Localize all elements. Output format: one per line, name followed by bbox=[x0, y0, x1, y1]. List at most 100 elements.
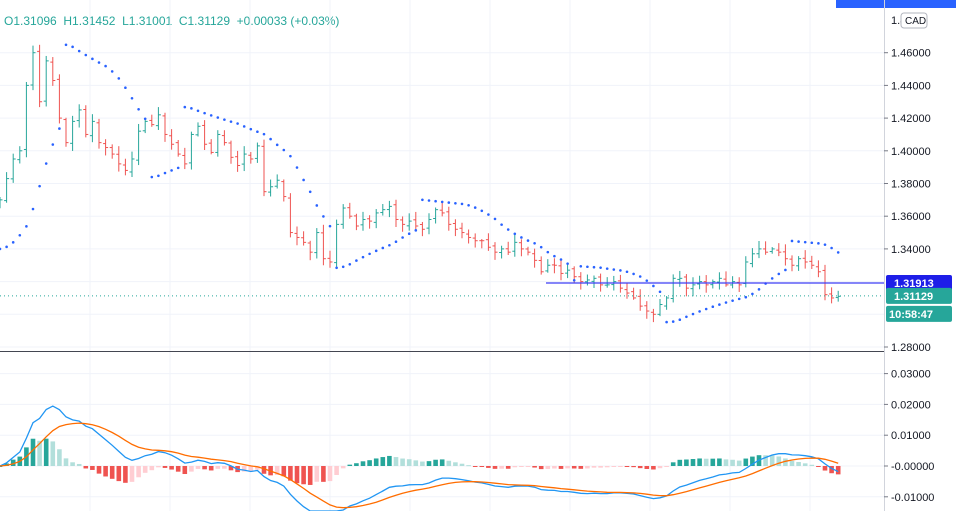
sar-dot-124 bbox=[817, 242, 820, 245]
sar-dot-40 bbox=[262, 132, 266, 136]
sar-dot-25 bbox=[163, 171, 167, 175]
macd-hist-bar-67 bbox=[439, 459, 445, 466]
sar-dot-85 bbox=[559, 258, 563, 261]
macd-hist-bar-40 bbox=[261, 466, 267, 474]
macd-tick-label-3: -0.00000 bbox=[891, 461, 934, 473]
macd-hist-bar-83 bbox=[545, 466, 551, 469]
macd-hist-bar-51 bbox=[334, 466, 339, 475]
sar-dot-84 bbox=[553, 254, 556, 258]
sar-dot-71 bbox=[467, 203, 470, 207]
macd-hist-bar-75 bbox=[492, 466, 498, 469]
price-tick-label-0: 1.46000 bbox=[891, 48, 931, 60]
macd-hist-bar-15 bbox=[96, 466, 102, 474]
sar-dot-114 bbox=[751, 292, 754, 296]
price-axis[interactable]: 1.46000 1.44000 1.42000 1.40000 1.38000 1.360… bbox=[884, 0, 934, 511]
low-value: L1.31001 bbox=[122, 14, 173, 28]
parabolic-sar-series bbox=[0, 43, 840, 324]
macd-hist-bar-68 bbox=[446, 460, 452, 466]
price-tick-label-6: 1.34000 bbox=[891, 244, 931, 256]
macd-hist-bar-81 bbox=[532, 466, 537, 468]
macd-hist-bar-120 bbox=[789, 460, 795, 466]
sar-dot-101 bbox=[665, 320, 668, 324]
sar-dot-121 bbox=[797, 240, 800, 243]
sar-dot-74 bbox=[487, 213, 490, 216]
sar-dot-38 bbox=[249, 127, 253, 131]
sar-dot-44 bbox=[289, 154, 292, 158]
macd-hist-bar-107 bbox=[703, 458, 709, 466]
sar-dot-104 bbox=[685, 315, 688, 319]
macd-hist-bar-2 bbox=[10, 459, 16, 466]
macd-hist-bar-53 bbox=[347, 464, 353, 466]
sar-dot-61 bbox=[401, 236, 404, 239]
macd-hist-bar-80 bbox=[525, 466, 531, 467]
macd-hist-bar-104 bbox=[684, 459, 689, 466]
sar-dot-126 bbox=[830, 246, 833, 250]
sar-dot-4 bbox=[25, 225, 28, 228]
sar-dot-8 bbox=[51, 143, 55, 146]
sar-dot-32 bbox=[209, 114, 213, 117]
macd-hist-bar-98 bbox=[644, 466, 650, 469]
sar-dot-67 bbox=[440, 200, 444, 204]
sar-dot-12 bbox=[77, 49, 81, 53]
sar-dot-47 bbox=[308, 190, 312, 194]
sar-dot-120 bbox=[790, 239, 794, 243]
grid-lines bbox=[0, 0, 884, 511]
macd-hist-bar-39 bbox=[255, 466, 260, 470]
macd-hist-bar-11 bbox=[70, 462, 75, 466]
hline-price-badge bbox=[886, 275, 952, 292]
currency-badge-box bbox=[900, 12, 928, 29]
macd-hist-bar-74 bbox=[486, 466, 491, 468]
macd-hist-bar-88 bbox=[578, 466, 584, 469]
sar-dot-97 bbox=[638, 275, 642, 278]
price-tick-label-4: 1.38000 bbox=[891, 179, 931, 191]
sar-dot-14 bbox=[91, 57, 94, 61]
price-panel bbox=[0, 44, 884, 323]
sar-dot-93 bbox=[612, 268, 616, 271]
sar-dot-13 bbox=[84, 53, 88, 57]
sar-dot-37 bbox=[242, 125, 246, 128]
macd-hist-bar-35 bbox=[228, 466, 234, 471]
sar-dot-0 bbox=[0, 247, 2, 251]
sar-dot-16 bbox=[104, 64, 107, 68]
macd-hist-bar-125 bbox=[822, 466, 828, 471]
sar-dot-11 bbox=[71, 45, 74, 49]
macd-hist-bar-29 bbox=[189, 466, 194, 472]
hline-price-badge-label: 1.31913 bbox=[894, 278, 934, 290]
sar-dot-106 bbox=[698, 310, 701, 313]
sar-dot-65 bbox=[427, 199, 431, 202]
macd-hist-bar-72 bbox=[472, 466, 478, 467]
sar-dot-113 bbox=[744, 295, 748, 299]
macd-hist-bar-47 bbox=[307, 466, 313, 485]
sar-dot-55 bbox=[361, 255, 365, 259]
sar-dot-91 bbox=[599, 266, 602, 269]
macd-hist-bar-114 bbox=[750, 456, 755, 466]
sar-dot-46 bbox=[302, 178, 305, 182]
sar-dot-50 bbox=[328, 224, 332, 228]
sar-dot-103 bbox=[678, 318, 682, 321]
sar-dot-18 bbox=[117, 77, 121, 80]
macd-hist-bar-43 bbox=[281, 466, 287, 477]
macd-hist-bar-77 bbox=[505, 466, 511, 469]
sar-dot-31 bbox=[203, 111, 206, 115]
macd-hist-bar-84 bbox=[552, 466, 557, 469]
macd-hist-bar-57 bbox=[373, 458, 379, 466]
macd-hist-bar-109 bbox=[717, 458, 722, 466]
sar-dot-30 bbox=[196, 109, 200, 113]
sar-dot-79 bbox=[520, 236, 523, 239]
sar-dot-7 bbox=[44, 162, 48, 165]
macd-hist-bar-111 bbox=[730, 459, 735, 466]
macd-hist-bar-44 bbox=[288, 466, 293, 481]
macd-hist-bar-106 bbox=[697, 458, 702, 466]
macd-panel bbox=[0, 405, 841, 511]
sar-dot-107 bbox=[704, 307, 708, 311]
macd-tick-label-4: -0.01000 bbox=[891, 492, 934, 504]
macd-hist-bar-124 bbox=[816, 466, 821, 467]
sar-dot-72 bbox=[473, 206, 477, 209]
toolbar-strip-rect bbox=[836, 0, 956, 8]
sar-dot-119 bbox=[784, 268, 787, 272]
macd-hist-bar-103 bbox=[677, 459, 683, 466]
sar-dot-21 bbox=[137, 107, 140, 111]
sar-dot-122 bbox=[803, 240, 807, 244]
sar-dot-109 bbox=[718, 303, 721, 306]
